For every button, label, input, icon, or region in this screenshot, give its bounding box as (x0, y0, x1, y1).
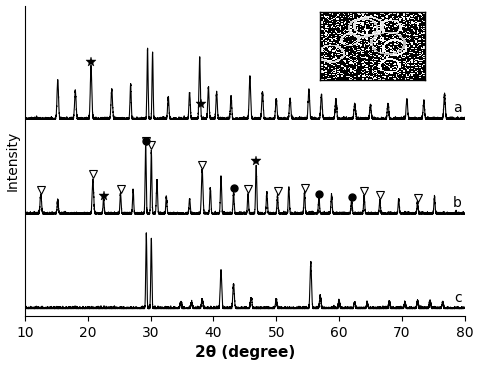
Text: b: b (453, 196, 461, 210)
Text: c: c (454, 291, 461, 305)
Y-axis label: Intensity: Intensity (6, 131, 20, 191)
Text: a: a (453, 101, 461, 115)
X-axis label: 2θ (degree): 2θ (degree) (195, 346, 295, 361)
